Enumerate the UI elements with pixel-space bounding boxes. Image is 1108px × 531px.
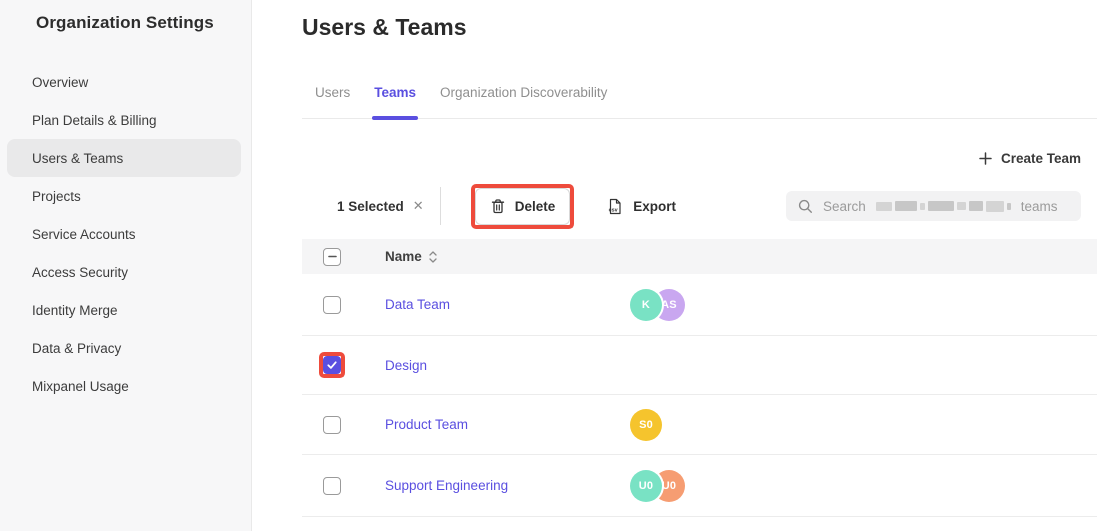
- selection-toolbar: 1 Selected ✕ Delete: [302, 183, 1097, 229]
- avatar: U0: [630, 469, 662, 502]
- main-content: Users & Teams Users Teams Organization D…: [252, 0, 1108, 531]
- trash-icon: [490, 198, 506, 215]
- sidebar-title: Organization Settings: [36, 13, 214, 32]
- sidebar-item-identity-merge[interactable]: Identity Merge: [32, 302, 118, 318]
- team-name-link[interactable]: Product Team: [385, 417, 469, 432]
- create-team-row: Create Team: [252, 151, 1081, 166]
- member-avatars: S0: [630, 408, 662, 441]
- search-placeholder-suffix: teams: [1020, 198, 1058, 214]
- tab-bar: Users Teams Organization Discoverability: [302, 85, 1097, 120]
- plus-icon: [979, 152, 992, 165]
- table-header-row: Name: [302, 239, 1097, 274]
- row-checkbox[interactable]: [323, 476, 341, 495]
- search-placeholder-prefix: Search: [823, 198, 866, 214]
- avatar: K: [630, 288, 662, 321]
- row-checkbox[interactable]: [323, 415, 341, 434]
- sort-icon[interactable]: [428, 250, 438, 264]
- toolbar-divider: [439, 187, 441, 225]
- row-checkbox[interactable]: [323, 356, 341, 374]
- selected-count: 1 Selected ✕: [337, 198, 424, 214]
- create-team-button[interactable]: Create Team: [979, 151, 1081, 166]
- member-avatars: K AS: [630, 288, 685, 321]
- team-name-link[interactable]: Data Team: [385, 297, 451, 312]
- settings-sidebar: Organization Settings Overview Plan Deta…: [0, 0, 252, 531]
- clear-selection-icon[interactable]: ✕: [412, 198, 424, 213]
- csv-file-icon: csv: [606, 197, 624, 216]
- row-checkbox[interactable]: [323, 295, 341, 314]
- sidebar-item-users-teams[interactable]: Users & Teams: [7, 139, 241, 177]
- checkbox-annotation: [319, 352, 345, 378]
- svg-text:csv: csv: [609, 207, 618, 213]
- delete-button[interactable]: Delete: [474, 187, 571, 225]
- team-name-link[interactable]: Design: [385, 357, 428, 373]
- sidebar-nav: Overview Plan Details & Billing Users & …: [0, 63, 251, 405]
- table-row: Data Team K AS: [302, 274, 1097, 336]
- delete-button-annotation: Delete: [470, 183, 575, 229]
- tab-users[interactable]: Users: [315, 85, 351, 100]
- page-title: Users & Teams: [302, 14, 467, 40]
- tab-teams[interactable]: Teams: [372, 85, 418, 120]
- sidebar-item-access-security[interactable]: Access Security: [32, 264, 129, 280]
- sidebar-item-plan-details-billing[interactable]: Plan Details & Billing: [32, 112, 157, 128]
- search-input[interactable]: Search teams: [786, 191, 1081, 221]
- sidebar-item-mixpanel-usage[interactable]: Mixpanel Usage: [32, 378, 129, 394]
- sidebar-item-data-privacy[interactable]: Data & Privacy: [32, 340, 122, 356]
- member-avatars: U0 U0: [630, 469, 685, 502]
- tab-organization-discoverability[interactable]: Organization Discoverability: [440, 85, 608, 100]
- select-all-checkbox[interactable]: [323, 247, 341, 266]
- teams-table: Name Data Team K AS: [302, 239, 1097, 517]
- create-team-label: Create Team: [1000, 151, 1081, 166]
- export-button[interactable]: csv Export: [606, 187, 676, 225]
- redacted-text: [875, 200, 1011, 212]
- search-icon: [798, 199, 813, 214]
- table-row: Design: [302, 336, 1097, 395]
- team-name-link[interactable]: Support Engineering: [385, 478, 509, 493]
- table-row: Support Engineering U0 U0: [302, 455, 1097, 517]
- sidebar-item-projects[interactable]: Projects: [32, 188, 81, 204]
- table-row: Product Team S0: [302, 395, 1097, 455]
- name-column-header[interactable]: Name: [385, 249, 422, 264]
- sidebar-item-overview[interactable]: Overview: [32, 74, 89, 90]
- selected-count-label: 1 Selected: [337, 198, 404, 214]
- export-label: Export: [633, 198, 676, 214]
- delete-label: Delete: [514, 198, 556, 214]
- avatar: S0: [630, 408, 662, 441]
- sidebar-item-service-accounts[interactable]: Service Accounts: [32, 226, 136, 242]
